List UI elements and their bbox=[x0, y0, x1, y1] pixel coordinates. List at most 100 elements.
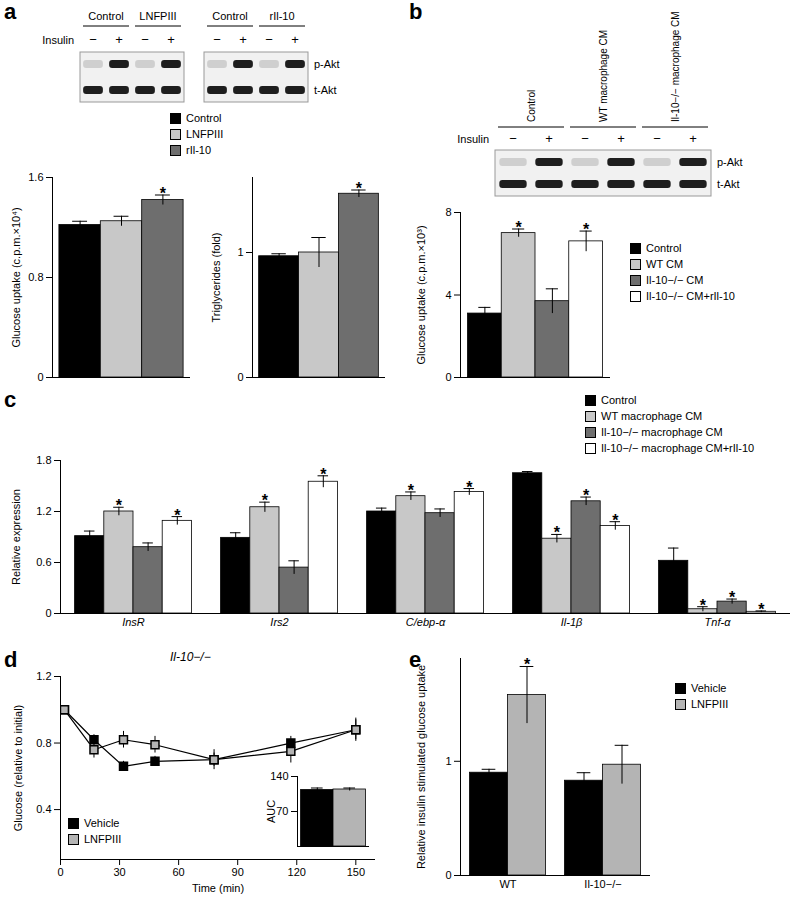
html-text:b: b bbox=[409, 0, 423, 24]
svg-text:LNFPIII: LNFPIII bbox=[139, 10, 176, 22]
svg-text:Time (min): Time (min) bbox=[192, 882, 244, 894]
svg-text:+: + bbox=[239, 32, 247, 47]
svg-text:Control: Control bbox=[212, 10, 247, 22]
svg-text:*: * bbox=[174, 507, 181, 524]
svg-text:*: * bbox=[160, 185, 167, 202]
svg-text:140: 140 bbox=[270, 770, 288, 782]
svg-text:+: + bbox=[689, 131, 697, 146]
svg-text:Tnf-α: Tnf-α bbox=[705, 616, 732, 628]
html-text:WT macrophage CM: WT macrophage CM bbox=[601, 410, 703, 422]
svg-text:Relative expression: Relative expression bbox=[10, 489, 22, 585]
svg-text:4: 4 bbox=[445, 289, 451, 301]
svg-text:*: * bbox=[408, 482, 415, 499]
svg-text:t-Akt: t-Akt bbox=[717, 178, 740, 190]
svg-text:60: 60 bbox=[173, 866, 185, 878]
svg-text:t-Akt: t-Akt bbox=[314, 84, 337, 96]
svg-text:0.8: 0.8 bbox=[28, 271, 43, 283]
svg-text:0: 0 bbox=[445, 371, 451, 383]
html-text:Il-10−/− CM: Il-10−/− CM bbox=[646, 274, 704, 286]
html-text:Control: Control bbox=[646, 242, 682, 254]
svg-text:+: + bbox=[291, 32, 299, 47]
svg-text:0: 0 bbox=[45, 607, 51, 619]
svg-text:−: − bbox=[89, 32, 97, 47]
svg-text:+: + bbox=[167, 32, 175, 47]
svg-text:70: 70 bbox=[276, 805, 288, 817]
svg-text:Glucose uptake (c.p.m.×10³): Glucose uptake (c.p.m.×10³) bbox=[415, 225, 427, 364]
svg-text:−: − bbox=[265, 32, 273, 47]
svg-text:0: 0 bbox=[237, 371, 243, 383]
svg-text:*: * bbox=[554, 524, 561, 541]
svg-text:*: * bbox=[758, 601, 765, 618]
svg-text:+: + bbox=[545, 131, 553, 146]
svg-text:8: 8 bbox=[445, 206, 451, 218]
svg-text:Glucose (relative to initial): Glucose (relative to initial) bbox=[12, 705, 24, 832]
svg-text:*: * bbox=[700, 597, 707, 614]
html-text:Il-10−/−: Il-10−/− bbox=[170, 650, 211, 664]
svg-text:Insulin: Insulin bbox=[42, 34, 74, 46]
svg-text:p-Akt: p-Akt bbox=[314, 58, 340, 70]
svg-text:*: * bbox=[583, 487, 590, 504]
svg-text:Control: Control bbox=[526, 90, 537, 122]
svg-text:30: 30 bbox=[113, 866, 125, 878]
svg-text:*: * bbox=[516, 219, 523, 236]
svg-text:Il-10−/− macrophage CM: Il-10−/− macrophage CM bbox=[670, 11, 681, 122]
svg-text:Il-10−/−: Il-10−/− bbox=[584, 878, 621, 890]
svg-text:Control: Control bbox=[88, 10, 123, 22]
html-text:Control: Control bbox=[186, 112, 222, 124]
svg-text:*: * bbox=[524, 656, 531, 673]
svg-text:InsR: InsR bbox=[122, 616, 145, 628]
svg-text:1: 1 bbox=[237, 246, 243, 258]
html-text:a: a bbox=[4, 0, 17, 24]
html-text:d: d bbox=[4, 647, 18, 672]
html-text:WT CM: WT CM bbox=[646, 258, 684, 270]
svg-text:rIl-10: rIl-10 bbox=[269, 10, 294, 22]
svg-text:*: * bbox=[583, 221, 590, 238]
svg-text:1.8: 1.8 bbox=[36, 454, 51, 466]
svg-text:C/ebp-α: C/ebp-α bbox=[406, 616, 446, 628]
html-text:rIl-10: rIl-10 bbox=[186, 144, 212, 156]
svg-text:1: 1 bbox=[445, 755, 451, 767]
svg-text:*: * bbox=[116, 497, 123, 514]
svg-text:−: − bbox=[581, 131, 589, 146]
svg-text:1.2: 1.2 bbox=[36, 505, 51, 517]
svg-text:Insulin: Insulin bbox=[457, 133, 489, 145]
svg-text:0.4: 0.4 bbox=[36, 803, 51, 815]
svg-text:*: * bbox=[729, 589, 736, 606]
svg-text:*: * bbox=[612, 512, 619, 529]
html-text:Il-10−/− macrophage CM: Il-10−/− macrophage CM bbox=[601, 426, 723, 438]
svg-text:1.6: 1.6 bbox=[28, 171, 43, 183]
svg-text:0: 0 bbox=[445, 869, 451, 881]
svg-text:+: + bbox=[115, 32, 123, 47]
html-text:Control: Control bbox=[601, 394, 637, 406]
svg-text:Relative insulin stimulated gl: Relative insulin stimulated glucose upta… bbox=[415, 665, 427, 869]
svg-text:*: * bbox=[356, 180, 363, 197]
svg-text:Il-1β: Il-1β bbox=[561, 616, 583, 628]
svg-text:Irs2: Irs2 bbox=[270, 616, 288, 628]
svg-text:*: * bbox=[262, 492, 269, 509]
svg-text:0.8: 0.8 bbox=[36, 737, 51, 749]
svg-text:Glucose uptake (c.p.m.×10⁴): Glucose uptake (c.p.m.×10⁴) bbox=[10, 207, 22, 347]
svg-text:+: + bbox=[617, 131, 625, 146]
svg-text:WT macrophage CM: WT macrophage CM bbox=[598, 30, 609, 122]
html-text:e: e bbox=[409, 647, 422, 672]
svg-text:−: − bbox=[509, 131, 517, 146]
html-text:Il-10−/− CM+rIl-10: Il-10−/− CM+rIl-10 bbox=[646, 290, 735, 302]
svg-text:0.6: 0.6 bbox=[36, 556, 51, 568]
svg-text:90: 90 bbox=[232, 866, 244, 878]
svg-text:*: * bbox=[466, 479, 473, 496]
svg-text:150: 150 bbox=[347, 866, 365, 878]
svg-text:1.2: 1.2 bbox=[36, 670, 51, 682]
svg-text:0: 0 bbox=[37, 371, 43, 383]
svg-text:*: * bbox=[320, 466, 327, 483]
svg-text:Triglycerides (fold): Triglycerides (fold) bbox=[210, 232, 222, 322]
svg-text:−: − bbox=[141, 32, 149, 47]
html-text:c: c bbox=[4, 387, 17, 412]
svg-text:−: − bbox=[653, 131, 661, 146]
svg-text:AUC: AUC bbox=[265, 800, 277, 823]
svg-text:120: 120 bbox=[288, 866, 306, 878]
html-text:LNFPIII: LNFPIII bbox=[186, 128, 224, 140]
svg-text:0: 0 bbox=[57, 866, 63, 878]
svg-text:WT: WT bbox=[499, 878, 516, 890]
svg-text:−: − bbox=[213, 32, 221, 47]
svg-text:p-Akt: p-Akt bbox=[717, 156, 743, 168]
